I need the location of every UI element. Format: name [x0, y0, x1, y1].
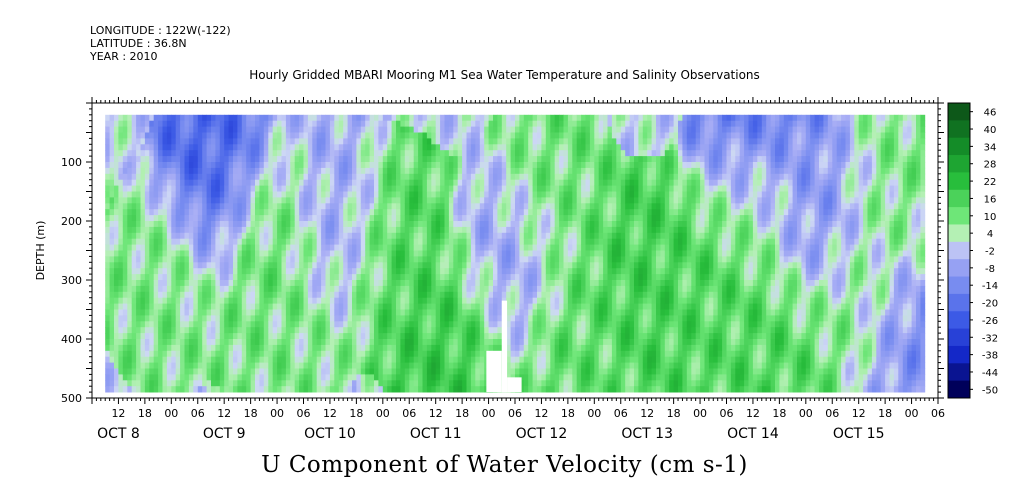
x-day-label: OCT 12 — [516, 426, 568, 442]
x-hour-tick-label: 06 — [720, 407, 734, 420]
colorbar-swatch — [948, 172, 970, 191]
x-hour-tick-label: 12 — [534, 407, 548, 420]
missing-data-gap — [486, 350, 502, 393]
colorbar-swatch — [948, 276, 970, 295]
colorbar-swatch — [948, 345, 970, 364]
x-day-label: OCT 14 — [727, 426, 779, 442]
x-hour-tick-label: 12 — [323, 407, 337, 420]
x-hour-tick-label: 12 — [746, 407, 760, 420]
chart-title: Hourly Gridded MBARI Mooring M1 Sea Wate… — [249, 68, 760, 82]
colorbar-swatch — [948, 328, 970, 347]
x-day-label: OCT 10 — [304, 426, 356, 442]
colorbar-label: 40 — [984, 125, 997, 136]
x-hour-tick-label: 06 — [508, 407, 522, 420]
x-hour-tick-label: 06 — [297, 407, 311, 420]
colorbar-label: 10 — [984, 212, 997, 223]
colorbar-label: 22 — [984, 177, 997, 188]
colorbar-swatch — [948, 155, 970, 173]
colorbar-label: -38 — [982, 351, 998, 362]
x-day-label: OCT 13 — [621, 426, 673, 442]
colorbar-swatch — [948, 189, 970, 208]
colorbar-label: -20 — [982, 299, 998, 310]
colorbar-swatch — [948, 241, 970, 260]
colorbar-swatch — [948, 137, 970, 156]
colorbar-swatch — [948, 103, 970, 121]
x-hour-tick-label: 00 — [482, 407, 496, 420]
x-hour-tick-label: 18 — [772, 407, 786, 420]
x-hour-tick-label: 00 — [164, 407, 178, 420]
y-axis-title: DEPTH (m) — [34, 221, 47, 281]
colorbar-label: 16 — [984, 194, 997, 205]
x-hour-tick-label: 18 — [138, 407, 152, 420]
x-hour-tick-label: 00 — [799, 407, 813, 420]
x-hour-tick-label: 06 — [614, 407, 628, 420]
x-day-label: OCT 15 — [833, 426, 885, 442]
x-hour-tick-label: 12 — [429, 407, 443, 420]
x-hour-tick-label: 06 — [825, 407, 839, 420]
x-hour-tick-label: 06 — [402, 407, 416, 420]
x-hour-tick-label: 12 — [852, 407, 866, 420]
x-hour-tick-label: 06 — [931, 407, 945, 420]
colorbar-swatch — [948, 259, 970, 278]
year-label: YEAR : 2010 — [90, 50, 158, 63]
x-hour-tick-label: 18 — [349, 407, 363, 420]
colorbar-label: -32 — [982, 333, 998, 344]
x-hour-tick-label: 00 — [376, 407, 390, 420]
longitude-label: LONGITUDE : 122W(-122) — [90, 24, 231, 37]
x-hour-tick-label: 12 — [217, 407, 231, 420]
colorbar-swatch — [948, 311, 970, 330]
x-hour-tick-label: 00 — [270, 407, 284, 420]
x-day-label: OCT 9 — [203, 426, 246, 442]
colorbar-label: -2 — [985, 247, 995, 258]
colorbar-label: 46 — [984, 108, 997, 119]
x-hour-tick-label: 00 — [587, 407, 601, 420]
y-tick-label: 400 — [61, 333, 82, 346]
x-hour-tick-label: 18 — [561, 407, 575, 420]
mooring-info: LONGITUDE : 122W(-122) LATITUDE : 36.8N … — [90, 24, 231, 63]
colorbar-swatch — [948, 293, 970, 312]
x-hour-tick-label: 18 — [455, 407, 469, 420]
x-hour-tick-label: 18 — [878, 407, 892, 420]
colorbar-label: 34 — [984, 142, 997, 153]
y-tick-label: 500 — [61, 392, 82, 405]
x-axis-title: U Component of Water Velocity (cm s-1) — [261, 452, 748, 478]
x-hour-tick-label: 06 — [191, 407, 205, 420]
x-hour-tick-label: 12 — [640, 407, 654, 420]
colorbar-label: -14 — [982, 281, 998, 292]
colorbar-swatch — [948, 207, 970, 225]
x-day-label: OCT 8 — [97, 426, 140, 442]
x-hour-tick-label: 12 — [111, 407, 125, 420]
missing-data-gap — [501, 300, 508, 393]
colorbar-label: -26 — [982, 316, 998, 327]
y-tick-label: 100 — [61, 156, 82, 169]
colorbar-swatch — [948, 120, 970, 139]
colorbar-label: -44 — [982, 368, 998, 379]
colorbar-frame — [947, 102, 971, 399]
colorbar-label: 4 — [987, 229, 993, 240]
x-hour-tick-label: 18 — [244, 407, 258, 420]
colorbar-label: 28 — [984, 160, 997, 171]
y-tick-label: 200 — [61, 215, 82, 228]
x-day-label: OCT 11 — [410, 426, 462, 442]
colorbar-swatch — [948, 363, 970, 382]
colorbar-swatch — [948, 224, 970, 243]
colorbar-label: -50 — [982, 385, 998, 396]
colorbar-swatch — [948, 380, 970, 399]
x-hour-tick-label: 00 — [693, 407, 707, 420]
colorbar-label: -8 — [985, 264, 995, 275]
x-hour-tick-label: 18 — [667, 407, 681, 420]
latitude-label: LATITUDE : 36.8N — [90, 37, 187, 50]
heatmap-field — [105, 114, 926, 393]
x-hour-tick-label: 00 — [905, 407, 919, 420]
y-tick-label: 300 — [61, 274, 82, 287]
missing-data-gap — [507, 377, 522, 393]
